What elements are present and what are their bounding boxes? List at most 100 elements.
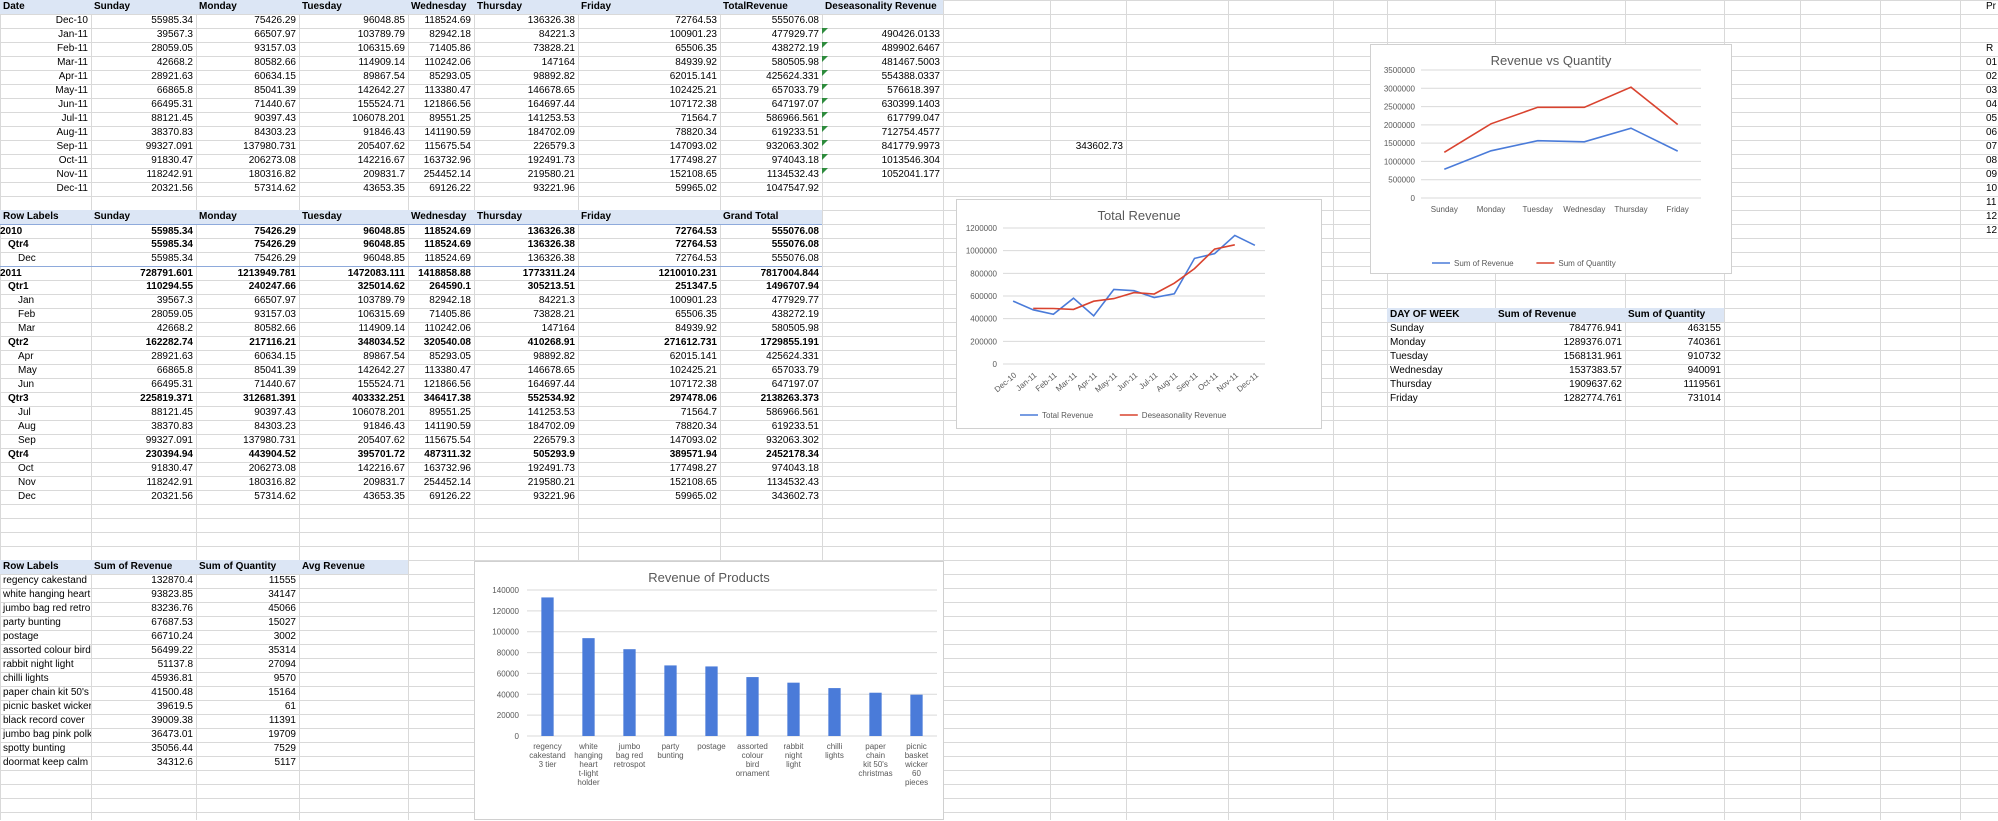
data-cell[interactable]: Feb-11 <box>57 43 88 54</box>
data-cell[interactable]: 103789.79 <box>357 29 405 40</box>
pivot-cell[interactable]: 55985.34 <box>151 239 193 250</box>
pivot-cell[interactable]: 389571.94 <box>669 449 717 460</box>
pivot-cell[interactable]: 1213949.781 <box>196 266 299 280</box>
pivot-cell[interactable]: 940091 <box>1687 365 1721 376</box>
pivot-cell[interactable]: 72764.53 <box>578 224 720 238</box>
pivot-cell[interactable]: 1472083.111 <box>299 266 408 280</box>
pivot-cell[interactable]: 647197.07 <box>771 379 819 390</box>
pivot-cell[interactable]: 152108.65 <box>669 477 717 488</box>
pivot-cell[interactable]: 147164 <box>541 323 575 334</box>
data-cell[interactable]: 28921.63 <box>151 71 193 82</box>
pivot-cell[interactable]: 7817004.844 <box>720 266 822 280</box>
data-cell[interactable]: 66865.8 <box>156 85 193 96</box>
pivot-cell[interactable]: assorted colour bird <box>3 645 91 656</box>
formula-warning-icon[interactable] <box>822 140 828 146</box>
data-cell[interactable]: Dec-11 <box>56 183 89 194</box>
data-cell[interactable]: 490426.0133 <box>881 29 940 40</box>
total-revenue-chart[interactable]: Total Revenue 0 200000 400000 600000 800000 1… <box>956 199 1322 429</box>
pivot-cell[interactable]: 395701.72 <box>357 449 405 460</box>
data-cell[interactable]: 841779.9973 <box>881 141 940 152</box>
data-cell[interactable]: 80582.66 <box>254 57 296 68</box>
formula-warning-icon[interactable] <box>822 154 828 160</box>
pivot-cell[interactable]: Qtr3 <box>8 393 29 404</box>
data-cell[interactable]: 115675.54 <box>424 141 471 152</box>
pivot-header-cell[interactable]: DAY OF WEEK <box>1387 308 1495 322</box>
pivot-cell[interactable]: 11555 <box>268 575 296 586</box>
pivot-cell[interactable]: 136326.38 <box>527 239 575 250</box>
pivot-cell[interactable]: 1418858.88 <box>408 266 474 280</box>
pivot-header-cell[interactable]: Grand Total <box>720 210 822 224</box>
pivot-cell[interactable]: 206273.08 <box>248 463 296 474</box>
data-cell[interactable]: 121866.56 <box>423 99 471 110</box>
data-cell[interactable]: 477929.77 <box>771 29 819 40</box>
pivot-cell[interactable]: 425624.331 <box>766 351 819 362</box>
pivot-cell[interactable]: 72764.53 <box>675 239 717 250</box>
pivot-cell[interactable]: 71564.7 <box>680 407 717 418</box>
data-cell[interactable]: 647197.07 <box>771 99 819 110</box>
pivot-cell[interactable]: 91830.47 <box>151 463 193 474</box>
pivot-cell[interactable]: 146678.65 <box>527 365 575 376</box>
pivot-cell[interactable]: 83236.76 <box>151 603 193 614</box>
pivot-cell[interactable]: 3002 <box>273 631 296 642</box>
pivot-cell[interactable]: 35056.44 <box>151 743 193 754</box>
pivot-cell[interactable]: Dec <box>18 253 36 264</box>
pivot-cell[interactable]: Jan <box>18 295 35 306</box>
data-cell[interactable]: 481467.5003 <box>881 57 940 68</box>
pivot-cell[interactable]: 90397.43 <box>254 407 296 418</box>
data-cell[interactable]: 85293.05 <box>429 71 471 82</box>
pivot-cell[interactable]: 932063.302 <box>766 435 819 446</box>
pivot-cell[interactable]: 731014 <box>1687 393 1721 404</box>
pivot-cell[interactable]: 155524.71 <box>357 379 405 390</box>
data-cell[interactable]: 1052041.177 <box>881 169 940 180</box>
pivot-cell[interactable]: 1210010.231 <box>578 266 720 280</box>
pivot-cell[interactable]: Dec <box>18 491 36 502</box>
pivot-cell[interactable]: 84303.23 <box>254 421 296 432</box>
pivot-cell[interactable]: 45066 <box>268 603 296 614</box>
table-header-cell[interactable]: Deseasonality Revenue <box>822 0 943 14</box>
data-cell[interactable]: 147164 <box>541 57 575 68</box>
data-cell[interactable]: 343602.73 <box>1075 141 1123 152</box>
pivot-cell[interactable]: 219580.21 <box>527 477 575 488</box>
pivot-cell[interactable]: 85041.39 <box>254 365 296 376</box>
pivot-cell[interactable]: 96048.85 <box>363 239 405 250</box>
pivot-cell[interactable]: 254452.14 <box>423 477 471 488</box>
data-cell[interactable]: 489902.6467 <box>881 43 940 54</box>
pivot-cell[interactable]: 118524.69 <box>424 239 471 250</box>
pivot-cell[interactable]: 98892.82 <box>533 351 575 362</box>
data-cell[interactable]: 106315.69 <box>357 43 405 54</box>
pivot-cell[interactable]: 657033.79 <box>771 365 819 376</box>
pivot-cell[interactable]: 305213.51 <box>527 281 575 292</box>
pivot-cell[interactable]: 19709 <box>268 729 296 740</box>
table-header-cell[interactable]: Friday <box>578 0 720 14</box>
pivot-cell[interactable]: 555076.08 <box>720 224 822 238</box>
pivot-cell[interactable]: 27094 <box>268 659 296 670</box>
pivot-header-cell[interactable]: Avg Revenue <box>299 560 408 574</box>
pivot-cell[interactable]: 555076.08 <box>771 239 819 250</box>
data-cell[interactable]: 62015.141 <box>669 71 717 82</box>
pivot-cell[interactable]: picnic basket wicker <box>3 701 91 712</box>
pivot-cell[interactable]: 226579.3 <box>533 435 575 446</box>
pivot-cell[interactable]: 142216.67 <box>357 463 405 474</box>
pivot-cell[interactable]: 121866.56 <box>423 379 471 390</box>
formula-warning-icon[interactable] <box>822 98 828 104</box>
pivot-cell[interactable]: 34312.6 <box>156 757 193 768</box>
pivot-cell[interactable]: 552534.92 <box>527 393 575 404</box>
pivot-cell[interactable]: 38370.83 <box>151 421 193 432</box>
pivot-cell[interactable]: 15164 <box>268 687 296 698</box>
pivot-cell[interactable]: 84939.92 <box>675 323 717 334</box>
pivot-cell[interactable]: 45936.81 <box>151 673 193 684</box>
revenue-vs-quantity-chart[interactable]: Revenue vs Quantity 0 500000 1000000 150000… <box>1370 44 1732 274</box>
pivot-header-cell[interactable]: Sum of Revenue <box>91 560 196 574</box>
pivot-cell[interactable]: 910732 <box>1687 351 1721 362</box>
data-cell[interactable]: 619233.51 <box>771 127 819 138</box>
pivot-cell[interactable]: 325014.62 <box>357 281 405 292</box>
pivot-cell[interactable]: Sunday <box>1390 323 1424 334</box>
pivot-cell[interactable]: 2452178.34 <box>766 449 819 460</box>
pivot-cell[interactable]: 110294.55 <box>146 281 193 292</box>
pivot-cell[interactable]: 71405.86 <box>429 309 471 320</box>
data-cell[interactable]: 141253.53 <box>527 113 575 124</box>
pivot-header-cell[interactable]: Sum of Quantity <box>196 560 299 574</box>
pivot-cell[interactable]: 1729855.191 <box>760 337 819 348</box>
data-cell[interactable]: 177498.27 <box>669 155 717 166</box>
data-cell[interactable]: 57314.62 <box>254 183 296 194</box>
